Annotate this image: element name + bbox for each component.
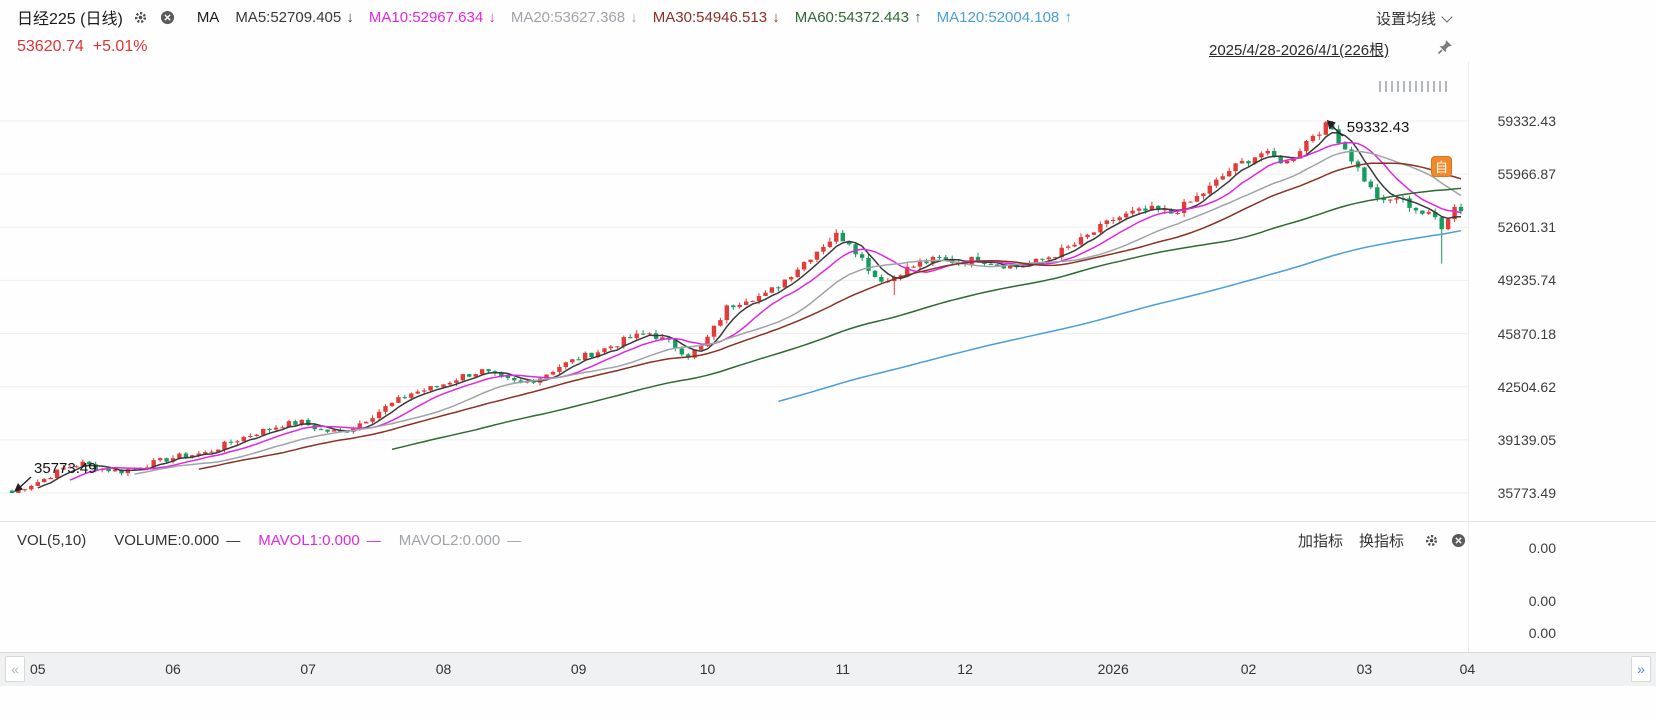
close-icon bbox=[1451, 533, 1466, 547]
volume-panel-header: VOL(5,10) VOLUME:0.000 — MAVOL1:0.000 — MAVO… bbox=[0, 524, 1656, 556]
trend-arrow-icon: ↓ bbox=[346, 8, 354, 26]
pin-icon[interactable] bbox=[1437, 39, 1453, 60]
legend-dash-icon: — bbox=[507, 532, 522, 548]
x-axis-label: 2026 bbox=[1097, 661, 1129, 677]
ma-value: MA30:54946.513 ↓ bbox=[652, 8, 780, 26]
date-range-link[interactable]: 2025/4/28-2026/4/1(226根) bbox=[1209, 42, 1390, 59]
auto-marker-badge[interactable]: 自 bbox=[1431, 156, 1452, 177]
chart-header: 日经225 (日线) MA MA5:52709.405 ↓ MA10:52967.… bbox=[0, 0, 1656, 34]
legend-dash-icon: — bbox=[226, 532, 241, 548]
trend-arrow-icon: ↑ bbox=[1064, 8, 1072, 26]
chevron-down-icon bbox=[1441, 11, 1453, 23]
volume-settings-button[interactable] bbox=[1422, 531, 1441, 550]
settings-gear-icon[interactable] bbox=[131, 8, 150, 27]
annotations: 59332.43 35773.49 bbox=[14, 119, 1409, 492]
ma-lines bbox=[37, 131, 1462, 489]
close-icon bbox=[160, 10, 174, 24]
ma-value: MA5:52709.405 ↓ bbox=[235, 8, 354, 26]
trend-arrow-icon: ↓ bbox=[488, 8, 496, 26]
ma-line-ma120 bbox=[778, 229, 1462, 403]
x-axis-label: 07 bbox=[300, 661, 316, 677]
panel-divider bbox=[0, 521, 1656, 522]
trend-arrow-icon: ↑ bbox=[914, 8, 922, 26]
ma-line-ma60 bbox=[391, 187, 1462, 451]
y-axis-label: 39139.05 bbox=[1497, 431, 1556, 448]
legend-dash-icon: — bbox=[366, 532, 381, 548]
ma-list: MA5:52709.405 ↓ MA10:52967.634 ↓ MA20:5362… bbox=[235, 9, 1087, 26]
last-price-value: 53620.74 bbox=[17, 38, 84, 55]
x-axis-label: 02 bbox=[1240, 661, 1257, 677]
y-axis-label: 45870.18 bbox=[1497, 325, 1556, 342]
gear-icon bbox=[134, 11, 146, 23]
trend-arrow-icon: ↓ bbox=[772, 8, 780, 26]
ma-line-ma20 bbox=[134, 150, 1462, 475]
x-axis-label: 06 bbox=[165, 661, 181, 677]
y-axis-label: 42504.62 bbox=[1497, 378, 1556, 395]
x-axis-label: 03 bbox=[1356, 661, 1373, 677]
trend-arrow-icon: ↓ bbox=[630, 8, 638, 26]
ma-indicator-label: MA bbox=[196, 8, 220, 26]
ma-line-ma5 bbox=[37, 131, 1462, 489]
y-axis-label: 55966.87 bbox=[1497, 166, 1556, 183]
vol-indicator-value: MAVOL2:0.000 bbox=[398, 531, 501, 549]
ma-settings-button[interactable]: 设置均线 bbox=[1376, 8, 1453, 29]
ma-settings-label: 设置均线 bbox=[1376, 11, 1437, 28]
gear-icon bbox=[1426, 534, 1438, 546]
ma-line-ma10 bbox=[69, 141, 1462, 481]
hidden-bars-preview bbox=[1379, 81, 1447, 92]
change-percent: +5.01% bbox=[92, 38, 148, 55]
volume-axis-label: 0.00 bbox=[1528, 593, 1556, 609]
gridlines bbox=[0, 120, 1468, 494]
price-axis: 59332.43 55966.87 52601.31 49235.74 45870.18… bbox=[1468, 62, 1556, 517]
x-axis-label: 10 bbox=[699, 661, 716, 677]
x-axis-label: 04 bbox=[1459, 661, 1476, 677]
volume-tools: 加指标 换指标 bbox=[1298, 524, 1468, 556]
y-axis-label: 52601.31 bbox=[1497, 219, 1556, 236]
axis-separator bbox=[1468, 62, 1469, 652]
volume-axis-label: 0.00 bbox=[1528, 625, 1556, 641]
current-price: 53620.74 +5.01% bbox=[17, 38, 147, 56]
close-indicator-button[interactable] bbox=[158, 8, 177, 27]
candlestick-chart[interactable]: 59332.43 35773.49 bbox=[0, 62, 1468, 517]
add-indicator-button[interactable]: 加指标 bbox=[1298, 532, 1344, 550]
ma-line-ma30 bbox=[198, 162, 1462, 470]
x-axis-label: 05 bbox=[30, 661, 46, 677]
ma-value: MA120:52004.108 ↑ bbox=[936, 8, 1072, 26]
ma-value: MA20:53627.368 ↓ bbox=[510, 8, 638, 26]
candles bbox=[9, 121, 1464, 493]
ma-value: MA10:52967.634 ↓ bbox=[368, 8, 496, 26]
x-axis-label: 08 bbox=[435, 661, 452, 677]
x-axis-label: 09 bbox=[570, 661, 587, 677]
switch-indicator-button[interactable]: 换指标 bbox=[1359, 532, 1405, 550]
ma-value: MA60:54372.443 ↑ bbox=[794, 8, 922, 26]
y-axis-label: 59332.43 bbox=[1497, 113, 1556, 129]
x-axis-label: 11 bbox=[835, 661, 851, 677]
scroll-left-button[interactable]: « bbox=[5, 656, 25, 682]
y-axis-label: 35773.49 bbox=[1497, 485, 1556, 501]
vol-indicator-value: VOLUME:0.000 bbox=[114, 531, 220, 549]
volume-close-button[interactable] bbox=[1449, 531, 1468, 550]
vol-indicator-value: MAVOL1:0.000 bbox=[258, 531, 360, 549]
price-row: 53620.74 +5.01% 2025/4/28-2026/4/1(226根) bbox=[0, 34, 1656, 62]
volume-indicator-label: VOL(5,10) bbox=[17, 531, 87, 549]
y-axis-label: 49235.74 bbox=[1497, 272, 1556, 289]
scroll-right-button[interactable]: » bbox=[1631, 656, 1651, 682]
vol-indicator-list: VOLUME:0.000 — MAVOL1:0.000 — MAVOL2:0.000 — bbox=[114, 532, 539, 549]
max-price-annotation: 59332.43 bbox=[1347, 119, 1410, 136]
symbol-title: 日经225 (日线) bbox=[17, 11, 123, 28]
min-price-annotation: 35773.49 bbox=[34, 460, 97, 477]
main-chart-svg[interactable]: 59332.43 35773.49 bbox=[0, 62, 1468, 517]
x-axis-label: 12 bbox=[957, 661, 973, 677]
x-axis: 05 06 07 08 09 10 11 12 2026 02 03 04 bbox=[0, 652, 1656, 686]
